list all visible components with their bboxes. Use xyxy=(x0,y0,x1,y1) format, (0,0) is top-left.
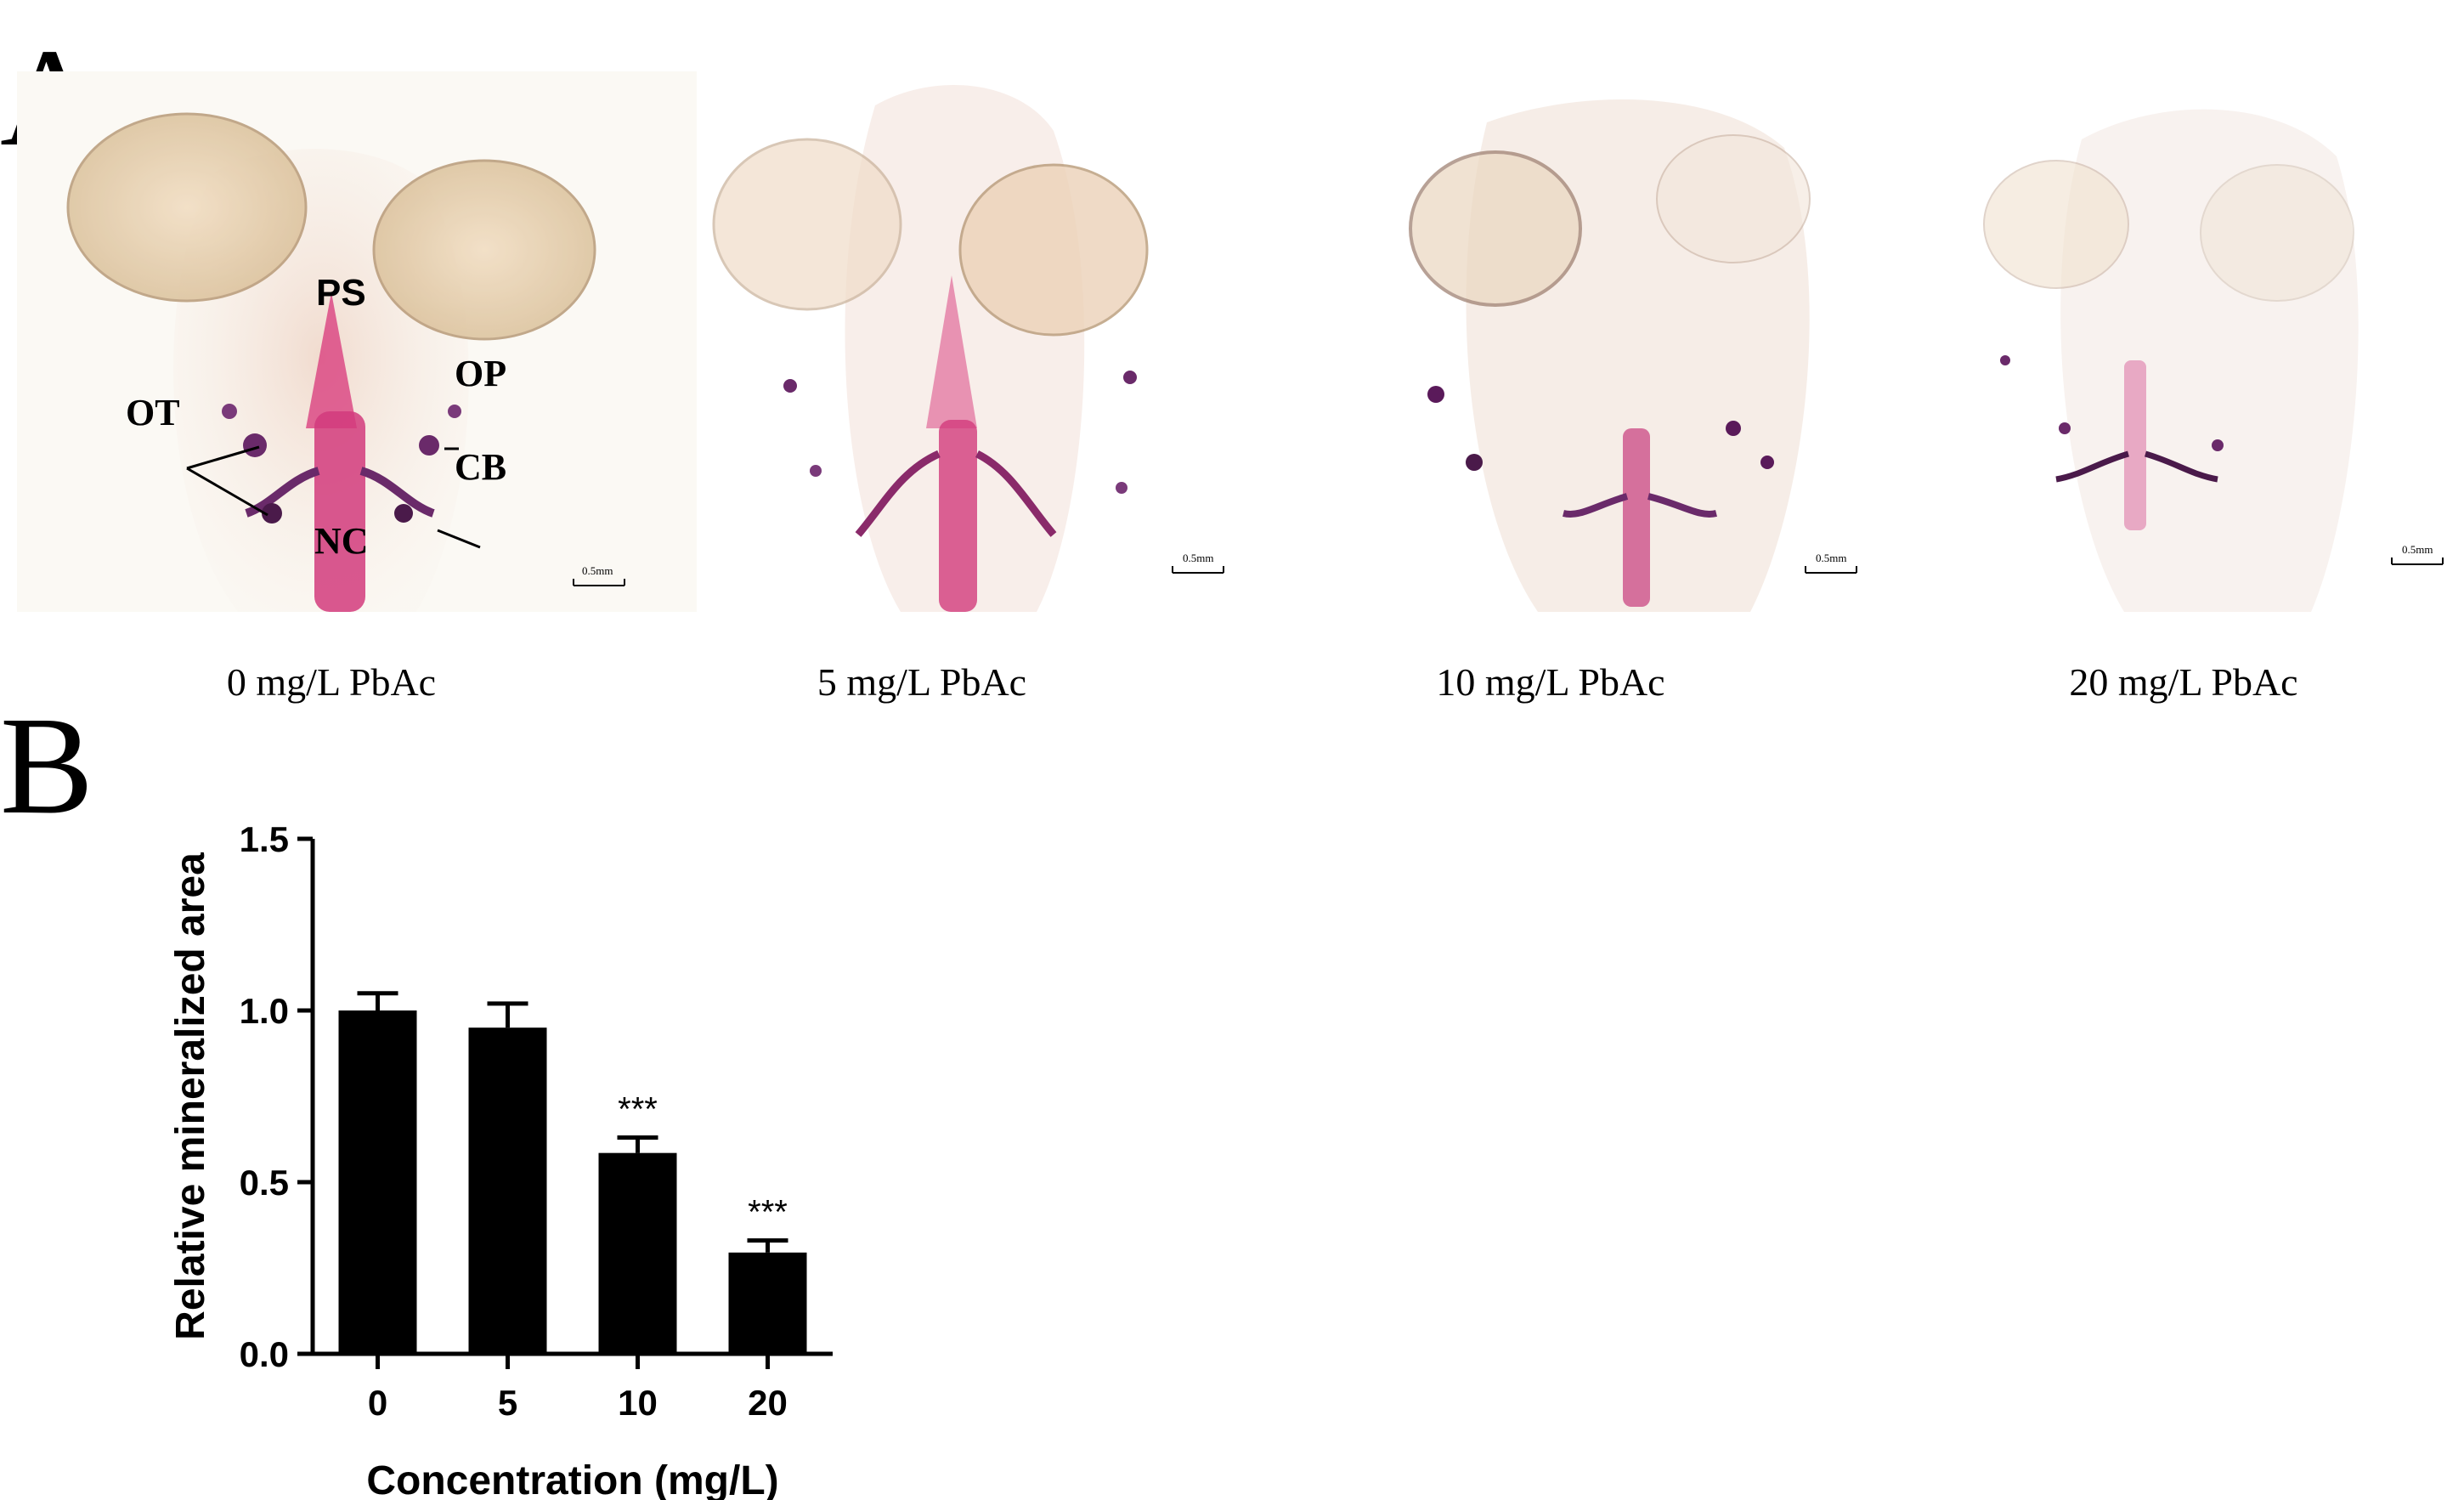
y-tick-label-2: 1.0 xyxy=(240,991,289,1031)
larva-image-10: 0.5mm xyxy=(1359,71,1920,612)
y-tick-label-1: 0.5 xyxy=(240,1163,289,1203)
x-tick-label-10: 10 xyxy=(618,1383,658,1423)
larva-image-5: 0.5mm xyxy=(697,71,1240,612)
larva-illustration-0: PS OP OT CB NC 0.5mm xyxy=(66,112,625,612)
bar-0 xyxy=(338,1010,417,1354)
significance-10: *** xyxy=(618,1090,658,1128)
x-axis-label: Concentration (mg/L) xyxy=(366,1458,778,1500)
scale-bar-label-0: 0.5mm xyxy=(582,564,613,577)
caption-0: 0 mg/L PbAc xyxy=(226,660,437,704)
caption-20: 20 mg/L PbAc xyxy=(2069,660,2298,704)
label-cb: CB xyxy=(455,446,506,488)
y-axis-label: Relative mineralized area xyxy=(168,852,213,1340)
label-nc: NC xyxy=(314,520,369,562)
bar-chart: 0.0 0.5 1.0 1.5 0 5 10 *** 20 *** Concentration (m… xyxy=(161,799,875,1500)
scale-bar-label-10: 0.5mm xyxy=(1816,552,1846,564)
label-ps: PS xyxy=(316,272,366,314)
bar-20 xyxy=(728,1252,807,1354)
label-op: OP xyxy=(455,353,506,394)
label-ot: OT xyxy=(126,392,180,433)
x-tick-label-0: 0 xyxy=(368,1383,387,1423)
scale-bar-label-5: 0.5mm xyxy=(1183,552,1213,564)
scale-bar-label-20: 0.5mm xyxy=(2402,543,2433,556)
bar-chart-svg: 0.0 0.5 1.0 1.5 0 5 10 *** 20 *** Concentration (m… xyxy=(168,819,833,1500)
significance-20: *** xyxy=(748,1194,788,1231)
caption-5: 5 mg/L PbAc xyxy=(817,660,1027,704)
larva-illustration-5: 0.5mm xyxy=(712,85,1224,612)
bar-5 xyxy=(468,1027,547,1354)
x-tick-label-5: 5 xyxy=(498,1383,517,1423)
panel-b-letter: B xyxy=(0,688,94,843)
larva-illustration-20: 0.5mm xyxy=(1983,109,2444,612)
larva-illustration-10: 0.5mm xyxy=(1409,99,1857,612)
larva-image-0: PS OP OT CB NC 0.5mm xyxy=(17,71,697,612)
bar-10 xyxy=(598,1152,677,1354)
y-tick-label-3: 1.5 xyxy=(240,819,289,859)
x-tick-label-20: 20 xyxy=(748,1383,788,1423)
y-tick-label-0: 0.0 xyxy=(240,1334,289,1374)
larva-image-20: 0.5mm xyxy=(1954,71,2464,612)
caption-10: 10 mg/L PbAc xyxy=(1436,660,1665,704)
